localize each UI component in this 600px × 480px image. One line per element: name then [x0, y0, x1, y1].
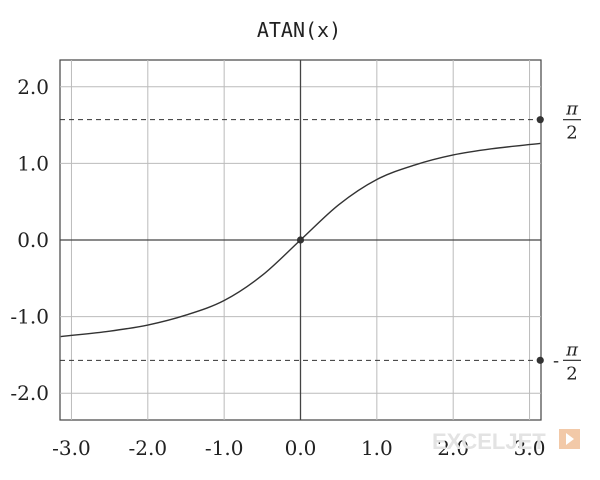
data-point [536, 116, 544, 124]
x-tick-label: -3.0 [52, 436, 91, 460]
points-layer [296, 116, 544, 364]
data-point [536, 356, 544, 364]
chart-title: ATAN(x) [257, 18, 341, 42]
watermark-logo-icon [559, 429, 580, 449]
x-tick-label: -1.0 [205, 436, 244, 460]
data-point [296, 236, 305, 244]
x-tick-label: 2.0 [437, 436, 469, 460]
x-tick-label: -2.0 [129, 436, 168, 460]
x-tick-label: 1.0 [361, 436, 393, 460]
y-tick-label: 0.0 [17, 228, 49, 252]
asymptote-label-numerator: π [565, 99, 579, 120]
x-tick-label: 0.0 [285, 436, 317, 460]
y-tick-labels: -2.0 -1.0 0.0 1.0 2.0 [10, 75, 49, 405]
y-tick-label: -1.0 [10, 305, 49, 329]
watermark-text: EXCELJET [432, 429, 546, 454]
watermark: EXCELJET [432, 429, 580, 454]
asymptotes [60, 119, 541, 361]
asymptote-label-numerator: π [565, 339, 579, 360]
asymptote-label-denominator: 2 [566, 363, 577, 384]
y-tick-label: -2.0 [10, 381, 49, 405]
x-tick-label: 3.0 [514, 436, 546, 460]
y-tick-label: 2.0 [17, 75, 49, 99]
asymptote-label-sign: - [553, 350, 559, 371]
asymptote-label-denominator: 2 [566, 123, 577, 144]
asymptote-labels: π2-π2 [553, 99, 581, 384]
x-tick-labels: -3.0 -2.0 -1.0 0.0 1.0 2.0 3.0 [52, 436, 545, 460]
y-tick-label: 1.0 [17, 151, 49, 175]
